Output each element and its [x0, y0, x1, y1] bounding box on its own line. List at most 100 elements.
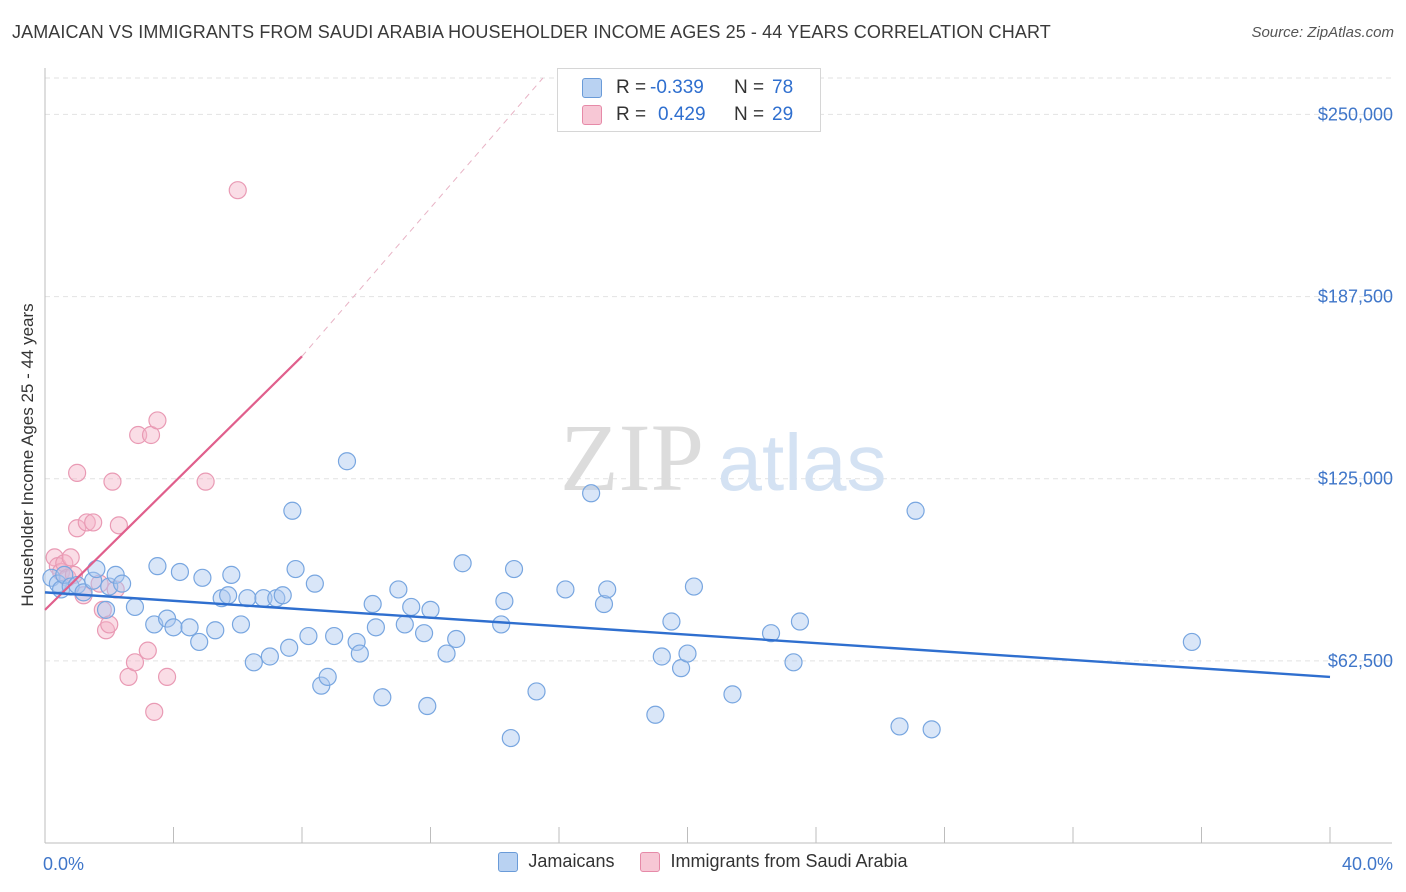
jamaican-point: [790, 612, 810, 631]
saudi-point: [145, 702, 164, 721]
y-tick-label: $250,000: [1318, 104, 1393, 124]
y-tick-label: $62,500: [1328, 651, 1393, 671]
jamaican-point: [260, 647, 279, 666]
legend-item-saudi[interactable]: Immigrants from Saudi Arabia: [640, 851, 908, 872]
jamaican-point: [148, 557, 167, 576]
jamaican-point: [495, 592, 514, 611]
jamaican-point: [280, 638, 299, 657]
jamaican-point: [347, 632, 366, 652]
legend-item-jamaicans[interactable]: Jamaicans: [498, 851, 614, 872]
jamaican-point: [395, 615, 414, 634]
saudi-trend-line: [44, 355, 303, 611]
r-value-blue: -0.339: [650, 77, 704, 98]
saudi-point: [61, 548, 80, 567]
blue-swatch-icon: [582, 78, 602, 98]
n-label: N =: [734, 104, 765, 125]
pink-swatch-icon: [640, 851, 661, 872]
saudi-point: [103, 472, 122, 491]
jamaican-point: [421, 600, 440, 619]
jamaican-point: [125, 597, 145, 617]
saudi-point: [148, 411, 167, 430]
saudi-point: [64, 565, 84, 584]
saudi-point: [77, 513, 96, 532]
y-axis-label: Householder Income Ages 25 - 44 years: [18, 303, 37, 607]
jamaican-point: [112, 574, 132, 593]
jamaican-point: [684, 577, 704, 596]
jamaican-point: [299, 626, 318, 646]
jamaican-point: [87, 559, 106, 579]
jamaican-point: [402, 597, 421, 617]
jamaican-point: [286, 559, 305, 579]
y-tick-label: $125,000: [1318, 469, 1393, 489]
jamaican-point: [305, 574, 324, 593]
x-tick-label: 0.0%: [43, 854, 84, 874]
jamaican-point: [389, 580, 408, 599]
r-label: R =: [616, 77, 647, 98]
jamaican-point: [418, 696, 437, 716]
jamaican-point: [447, 629, 466, 649]
stats-legend: R = -0.339 N = 78 R = 0.429 N = 29: [557, 68, 821, 132]
jamaican-point: [222, 565, 241, 584]
jamaican-point: [492, 615, 511, 634]
jamaican-point: [55, 565, 74, 584]
jamaican-point: [96, 600, 116, 619]
y-tick-label: $187,500: [1318, 287, 1393, 307]
jamaican-point: [784, 653, 803, 672]
pink-swatch-icon: [582, 105, 602, 125]
jamaican-point: [646, 705, 665, 724]
jamaican-point: [527, 682, 546, 701]
jamaican-point: [273, 586, 292, 605]
saudi-point: [157, 667, 177, 686]
jamaican-point: [437, 644, 456, 663]
jamaican-point: [414, 624, 434, 643]
jamaican-point: [231, 615, 251, 634]
jamaican-point: [1182, 632, 1201, 652]
jamaican-point: [652, 647, 671, 666]
jamaican-point: [453, 554, 472, 573]
saudi-point: [138, 641, 157, 660]
jamaican-point: [84, 571, 103, 590]
jamaican-point: [350, 644, 369, 663]
jamaican-point: [890, 717, 909, 736]
jamaican-point: [180, 618, 199, 637]
jamaican-trend-line: [44, 591, 1331, 679]
jamaican-point: [556, 580, 575, 599]
jamaican-point: [761, 624, 781, 643]
saudi-point: [96, 621, 116, 640]
jamaican-point: [366, 618, 385, 637]
saudi-point: [68, 463, 87, 482]
r-label: R =: [616, 104, 647, 125]
n-label: N =: [734, 77, 765, 98]
jamaican-point: [74, 583, 93, 602]
jamaican-point: [190, 632, 209, 652]
jamaican-point: [594, 594, 614, 614]
saudi-point: [84, 513, 103, 532]
chart-title: JAMAICAN VS IMMIGRANTS FROM SAUDI ARABIA…: [12, 22, 1051, 42]
jamaican-point: [501, 728, 520, 748]
jamaican-point: [193, 568, 212, 587]
bottom-legend: Jamaicans Immigrants from Saudi Arabia: [0, 851, 1406, 872]
x-tick-label: 40.0%: [1342, 854, 1393, 874]
jamaican-point: [283, 501, 302, 520]
jamaican-point: [318, 667, 337, 686]
jamaican-point: [244, 653, 263, 672]
source-label: Source: ZipAtlas.com: [1251, 24, 1394, 41]
blue-swatch-icon: [498, 851, 519, 872]
n-value-pink: 29: [772, 104, 794, 125]
watermark-atlas: atlas: [718, 418, 887, 507]
saudi-point: [129, 425, 148, 445]
jamaican-point: [170, 562, 190, 582]
jamaican-point: [164, 618, 183, 637]
watermark-zip: ZIP: [560, 404, 704, 511]
jamaican-point: [325, 626, 344, 646]
n-value-blue: 78: [772, 77, 794, 98]
saudi-point: [100, 615, 119, 634]
jamaican-point: [906, 501, 925, 520]
saudi-point: [196, 472, 215, 491]
saudi-point: [125, 653, 145, 672]
jamaican-point: [337, 452, 357, 471]
saudi-point: [228, 181, 247, 200]
legend-label-jamaicans: Jamaicans: [528, 851, 615, 871]
r-value-pink: 0.429: [658, 104, 706, 125]
